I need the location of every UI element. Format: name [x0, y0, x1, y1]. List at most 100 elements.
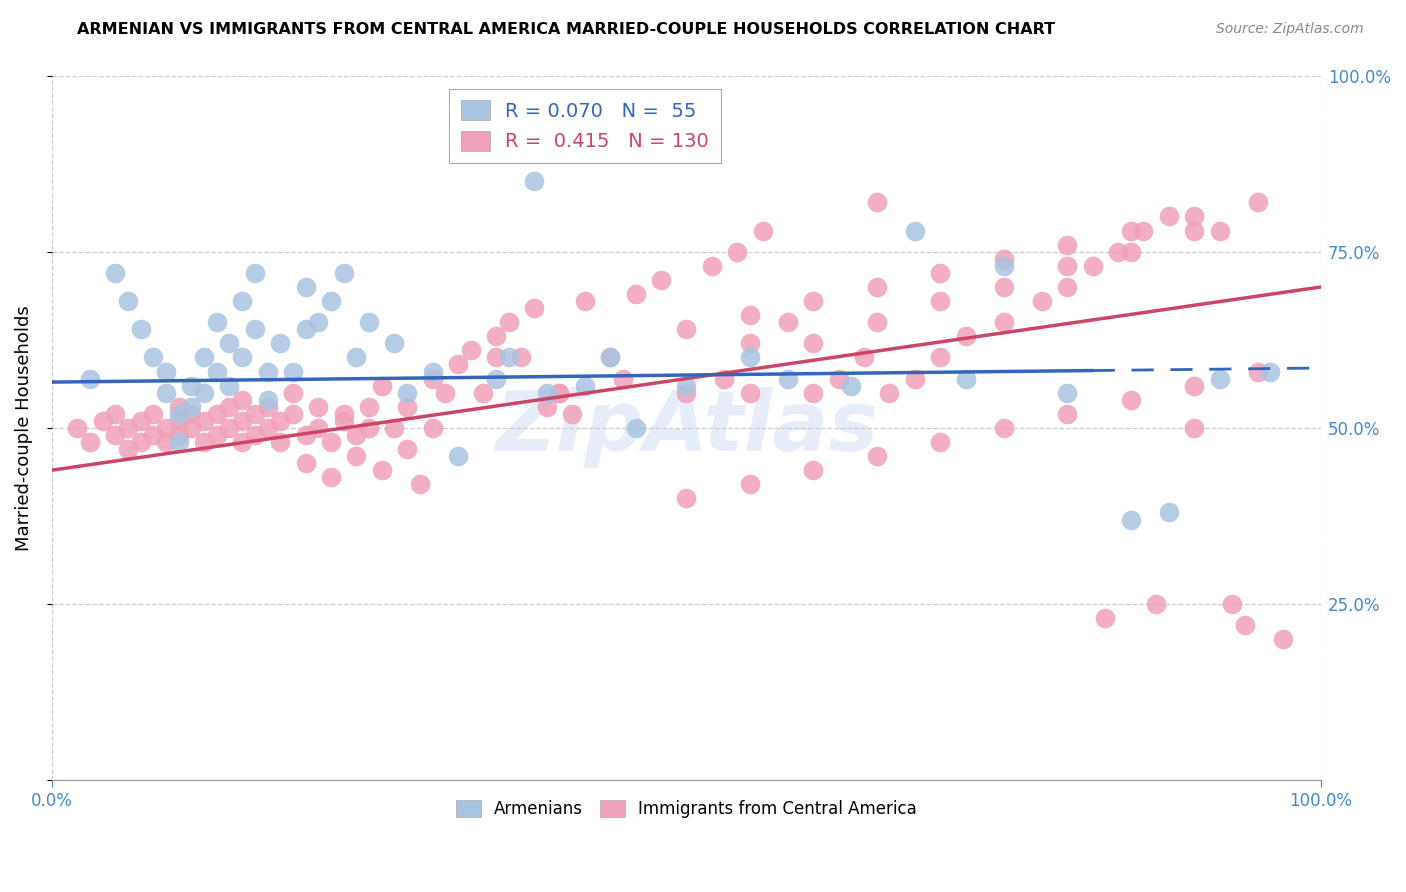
Point [1132, 223, 1154, 237]
Point [1056, 385, 1078, 400]
Point [1233, 618, 1256, 632]
Point [243, 428, 266, 442]
Point [117, 421, 139, 435]
Point [332, 266, 354, 280]
Point [167, 435, 190, 450]
Point [498, 315, 520, 329]
Point [294, 456, 316, 470]
Point [536, 400, 558, 414]
Point [243, 407, 266, 421]
Point [801, 336, 824, 351]
Point [231, 392, 253, 407]
Point [1220, 597, 1243, 611]
Point [319, 470, 342, 484]
Point [180, 400, 202, 414]
Point [180, 407, 202, 421]
Point [1157, 506, 1180, 520]
Point [866, 315, 889, 329]
Point [332, 407, 354, 421]
Point [574, 293, 596, 308]
Point [801, 463, 824, 477]
Point [929, 435, 952, 450]
Point [523, 174, 546, 188]
Point [700, 259, 723, 273]
Point [129, 322, 152, 336]
Point [1182, 421, 1205, 435]
Point [776, 371, 799, 385]
Point [359, 421, 381, 435]
Point [776, 315, 799, 329]
Point [396, 385, 419, 400]
Point [738, 308, 761, 322]
Point [307, 421, 329, 435]
Point [866, 195, 889, 210]
Point [231, 351, 253, 365]
Point [218, 400, 240, 414]
Point [167, 428, 190, 442]
Point [205, 407, 228, 421]
Point [675, 378, 697, 392]
Text: ARMENIAN VS IMMIGRANTS FROM CENTRAL AMERICA MARRIED-COUPLE HOUSEHOLDS CORRELATIO: ARMENIAN VS IMMIGRANTS FROM CENTRAL AMER… [77, 22, 1056, 37]
Point [344, 428, 367, 442]
Point [1119, 392, 1142, 407]
Point [231, 414, 253, 428]
Point [384, 421, 406, 435]
Point [993, 252, 1015, 266]
Point [993, 280, 1015, 294]
Point [1119, 244, 1142, 259]
Point [231, 435, 253, 450]
Point [1119, 223, 1142, 237]
Point [599, 351, 621, 365]
Point [269, 435, 291, 450]
Point [332, 414, 354, 428]
Point [91, 414, 114, 428]
Point [319, 293, 342, 308]
Point [167, 414, 190, 428]
Point [142, 428, 165, 442]
Point [129, 414, 152, 428]
Point [1056, 259, 1078, 273]
Point [1246, 365, 1268, 379]
Point [904, 223, 927, 237]
Text: ZipAtlas: ZipAtlas [495, 387, 877, 468]
Point [1272, 632, 1295, 647]
Point [243, 266, 266, 280]
Point [548, 385, 571, 400]
Point [1182, 210, 1205, 224]
Point [117, 293, 139, 308]
Point [243, 322, 266, 336]
Point [66, 421, 89, 435]
Point [485, 371, 508, 385]
Point [485, 329, 508, 343]
Point [218, 421, 240, 435]
Point [396, 400, 419, 414]
Point [929, 293, 952, 308]
Point [853, 351, 876, 365]
Point [1208, 371, 1230, 385]
Point [319, 435, 342, 450]
Point [269, 414, 291, 428]
Point [129, 435, 152, 450]
Point [599, 351, 621, 365]
Point [523, 301, 546, 315]
Point [1258, 365, 1281, 379]
Point [117, 442, 139, 456]
Point [548, 385, 571, 400]
Point [104, 407, 127, 421]
Point [193, 414, 215, 428]
Point [1208, 223, 1230, 237]
Point [218, 378, 240, 392]
Point [929, 266, 952, 280]
Point [155, 385, 177, 400]
Point [256, 400, 278, 414]
Point [294, 428, 316, 442]
Point [460, 343, 482, 358]
Point [193, 385, 215, 400]
Point [79, 435, 101, 450]
Point [955, 329, 977, 343]
Point [1246, 195, 1268, 210]
Point [447, 449, 470, 463]
Point [155, 421, 177, 435]
Point [269, 336, 291, 351]
Point [104, 428, 127, 442]
